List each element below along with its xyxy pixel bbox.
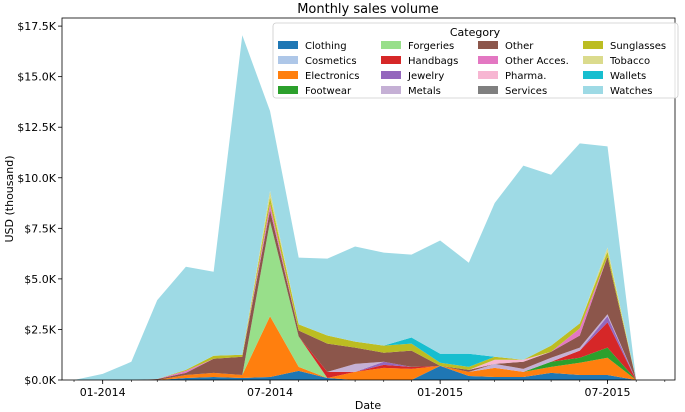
legend-label-watches: Watches xyxy=(610,86,653,97)
legend-label-handbags: Handbags xyxy=(408,56,458,67)
area-clothing xyxy=(74,365,637,380)
legend-swatch-clothing xyxy=(278,41,298,49)
y-tick-label: $15.0K xyxy=(17,71,56,84)
x-tick-label: 01-2014 xyxy=(80,386,126,399)
legend-label-metals: Metals xyxy=(408,86,441,97)
x-tick-label: 07-2015 xyxy=(585,386,631,399)
legend-label-jewelry: Jewelry xyxy=(407,71,444,82)
legend-swatch-cosmetics xyxy=(278,56,298,64)
legend-label-pharma: Pharma. xyxy=(505,71,546,82)
legend-label-wallets: Wallets xyxy=(610,71,646,82)
legend-swatch-other-acces xyxy=(478,56,498,64)
area-sunglasses xyxy=(74,196,637,380)
legend-swatch-other xyxy=(478,41,498,49)
legend-label-services: Services xyxy=(505,86,547,97)
legend-swatch-metals xyxy=(381,86,401,94)
x-axis-label: Date xyxy=(355,399,382,412)
y-tick-label: $17.5K xyxy=(17,20,56,33)
x-tick-label: 01-2015 xyxy=(417,386,463,399)
legend-swatch-services xyxy=(478,86,498,94)
y-tick-label: $10.0K xyxy=(17,172,56,185)
legend-swatch-handbags xyxy=(381,56,401,64)
area-watches xyxy=(74,35,637,380)
y-tick-label: $5.0K xyxy=(24,273,56,286)
legend-swatch-jewelry xyxy=(381,71,401,79)
legend-swatch-footwear xyxy=(278,86,298,94)
legend-label-cosmetics: Cosmetics xyxy=(305,56,357,67)
legend-label-forgeries: Forgeries xyxy=(408,41,454,52)
y-axis-label: USD (thousand) xyxy=(3,156,16,243)
x-axis: 01-2014 07-2014 01-2015 07-2015 xyxy=(73,380,666,399)
legend-swatch-watches xyxy=(583,86,603,94)
legend-swatch-tobacco xyxy=(583,56,603,64)
legend-label-other: Other xyxy=(505,41,534,52)
y-tick-label: $12.5K xyxy=(17,121,56,134)
legend-box xyxy=(272,22,679,99)
legend-label-other-acces: Other Acces. xyxy=(505,56,569,67)
legend-swatch-sunglasses xyxy=(583,41,603,49)
legend: Category Clothing Cosmetics Electronics Foo… xyxy=(272,22,679,99)
legend-label-footwear: Footwear xyxy=(305,86,352,97)
y-tick-label: $7.5K xyxy=(24,222,56,235)
area-layers xyxy=(74,35,637,380)
chart-title: Monthly sales volume xyxy=(297,2,439,17)
legend-swatch-pharma xyxy=(478,71,498,79)
legend-label-electronics: Electronics xyxy=(305,71,360,82)
area-electronics xyxy=(74,316,637,380)
x-tick-label: 07-2014 xyxy=(247,386,293,399)
legend-swatch-wallets xyxy=(583,71,603,79)
y-axis: $0.0K $2.5K $5.0K $7.5K $10.0K $12.5K $15.0K $1… xyxy=(17,20,62,387)
legend-label-clothing: Clothing xyxy=(305,41,347,52)
plot-frame xyxy=(61,17,676,381)
legend-swatch-electronics xyxy=(278,71,298,79)
y-tick-label: $0.0K xyxy=(24,374,56,387)
legend-title: Category xyxy=(450,26,501,39)
y-tick-label: $2.5K xyxy=(24,323,56,336)
legend-label-tobacco: Tobacco xyxy=(609,56,650,67)
legend-label-sunglasses: Sunglasses xyxy=(610,41,666,52)
legend-swatch-forgeries xyxy=(381,41,401,49)
